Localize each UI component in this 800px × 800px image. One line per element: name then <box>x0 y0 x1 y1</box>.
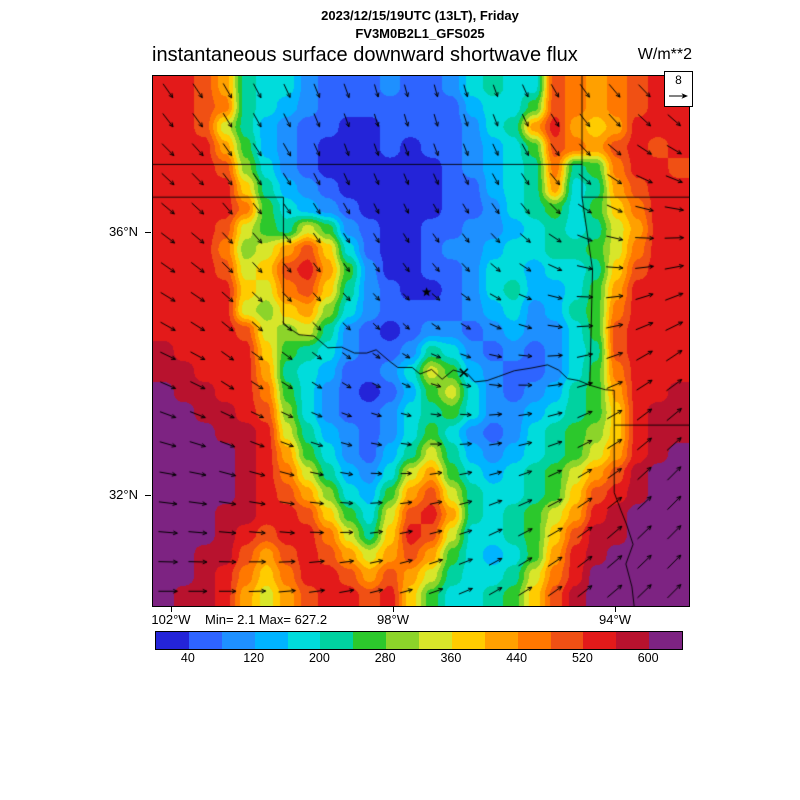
map-plot-area <box>152 75 690 607</box>
colorbar-segment <box>451 632 485 649</box>
colorbar-segment <box>188 632 222 649</box>
wind-reference-box: 8 <box>664 71 693 107</box>
model-heading: FV3M0B2L1_GFS025 <box>355 26 485 41</box>
colorbar-segment <box>517 632 551 649</box>
lat-tick-label-36n: 36°N <box>108 224 138 239</box>
colorbar-segment <box>419 632 452 649</box>
colorbar-segment <box>221 632 255 649</box>
colorbar-segment <box>320 632 354 649</box>
colorbar-tick-label: 200 <box>308 651 330 665</box>
colorbar-segment <box>616 632 650 649</box>
colorbar-segment <box>583 632 617 649</box>
colorbar-segment <box>386 632 419 649</box>
colorbar-segment <box>484 632 518 649</box>
datetime-heading: 2023/12/15/19UTC (13LT), Friday <box>321 8 519 23</box>
lon-tick-mark <box>393 607 394 612</box>
lon-tick-mark <box>615 607 616 612</box>
colorbar-segment <box>254 632 288 649</box>
colorbar-segment <box>156 632 189 649</box>
colorbar-tick-label: 40 <box>180 651 195 665</box>
lat-tick-mark <box>145 495 151 496</box>
wind-reference-arrow-icon <box>669 93 688 99</box>
colorbar-tick-label: 600 <box>637 651 659 665</box>
colorbar-tick-label: 440 <box>506 651 528 665</box>
flux-heatmap-canvas <box>152 75 690 607</box>
plot-title: instantaneous surface downward shortwave… <box>152 44 578 66</box>
colorbar-tick-label: 120 <box>243 651 265 665</box>
colorbar-segment <box>649 632 682 649</box>
lon-tick-label-94w: 94°W <box>599 612 631 627</box>
colorbar <box>155 631 683 650</box>
colorbar-segment <box>287 632 321 649</box>
colorbar-tick-label: 360 <box>440 651 462 665</box>
lon-tick-label-102w: 102°W <box>151 612 191 627</box>
wind-reference-value: 8 <box>675 73 682 87</box>
colorbar-segment <box>550 632 584 649</box>
colorbar-tick-label: 280 <box>374 651 396 665</box>
lat-tick-label-32n: 32°N <box>108 487 138 502</box>
colorbar-tick-label: 520 <box>571 651 593 665</box>
plot-units-label: W/m**2 <box>637 46 692 63</box>
colorbar-segment <box>353 632 387 649</box>
lon-tick-label-98w: 98°W <box>377 612 409 627</box>
lat-tick-mark <box>145 232 151 233</box>
colorbar-labels: 40 120 200 280 360 440 520 600 <box>155 651 681 667</box>
lon-tick-mark <box>171 607 172 612</box>
min-max-stats: Min= 2.1 Max= 627.2 <box>205 612 328 627</box>
